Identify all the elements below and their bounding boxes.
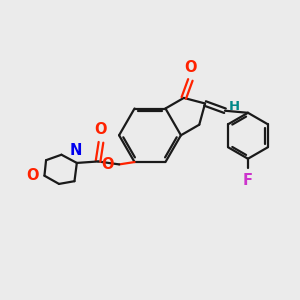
Text: O: O [184,60,196,75]
Text: N: N [70,142,82,158]
Text: F: F [243,173,253,188]
Text: H: H [229,100,240,113]
Text: O: O [95,122,107,137]
Text: O: O [101,157,114,172]
Text: O: O [26,168,39,183]
